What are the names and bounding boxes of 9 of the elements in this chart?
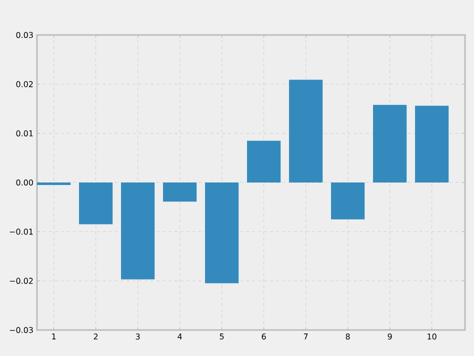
bar bbox=[205, 182, 239, 284]
bar bbox=[415, 106, 449, 182]
bar bbox=[163, 182, 197, 202]
bar bbox=[331, 182, 365, 220]
bar bbox=[79, 182, 113, 224]
bar bbox=[289, 80, 323, 182]
bar bbox=[121, 182, 155, 280]
bar bbox=[373, 104, 407, 182]
bar bbox=[247, 140, 281, 182]
